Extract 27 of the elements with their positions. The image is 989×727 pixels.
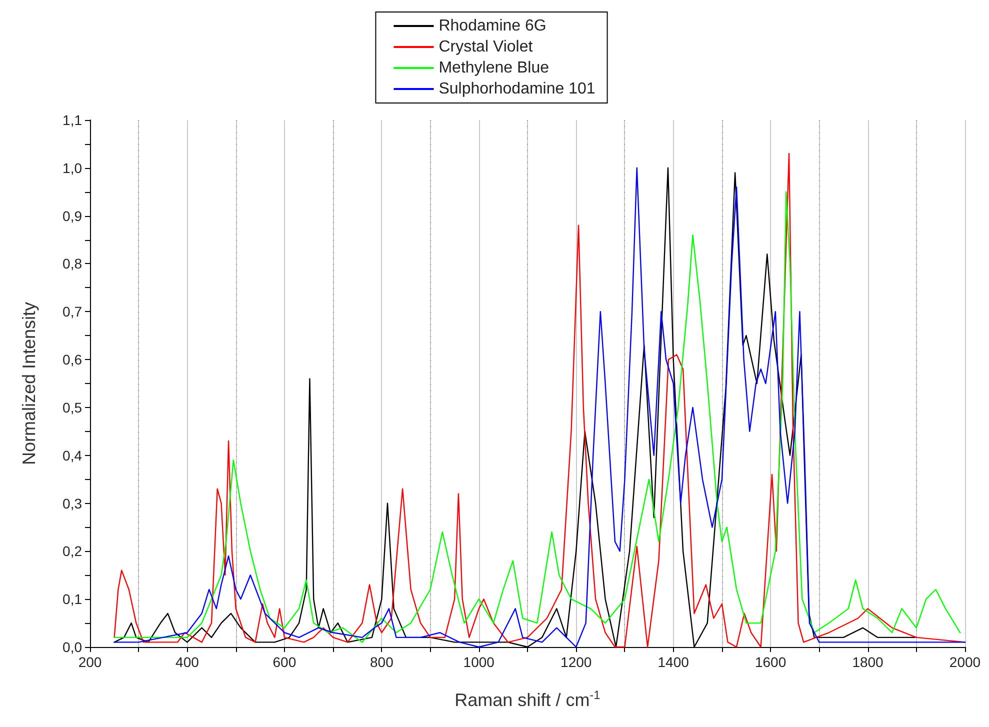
y-tick-label: 0,7	[62, 304, 82, 320]
y-tick-label: 1,0	[62, 160, 82, 176]
legend-label: Rhodamine 6G	[438, 18, 546, 34]
x-tick-label: 200	[78, 654, 102, 670]
y-axis-title: Normalized Intensity	[19, 302, 39, 466]
y-tick-label: 0,2	[62, 543, 82, 560]
x-tick-label: 1600	[754, 654, 786, 670]
y-tick-label: 0,1	[62, 591, 82, 608]
x-tick-label: 600	[272, 654, 296, 670]
y-tick-label: 0,4	[62, 447, 82, 464]
y-tick-label: 0,8	[62, 256, 82, 272]
legend-label: Sulphorhodamine 101	[438, 80, 596, 98]
x-tick-label: 1000	[463, 654, 495, 670]
legend-label: Crystal Violet	[438, 38, 534, 56]
x-tick-label: 2000	[949, 654, 981, 670]
y-tick-label: 0,9	[62, 208, 82, 224]
x-tick-label: 1200	[560, 654, 592, 670]
y-tick-label: 0,6	[62, 352, 82, 368]
x-tick-label: 1400	[658, 654, 690, 670]
y-tick-label: 0,0	[62, 639, 82, 655]
legend-label: Methylene Blue	[438, 60, 550, 76]
y-tick-label: 0,3	[62, 495, 82, 512]
x-tick-label: 1800	[852, 654, 884, 670]
y-tick-label: 0,5	[62, 399, 82, 416]
x-tick-label: 800	[370, 654, 394, 670]
y-tick-label: 1,1	[62, 112, 82, 128]
x-tick-label: 400	[176, 654, 200, 670]
